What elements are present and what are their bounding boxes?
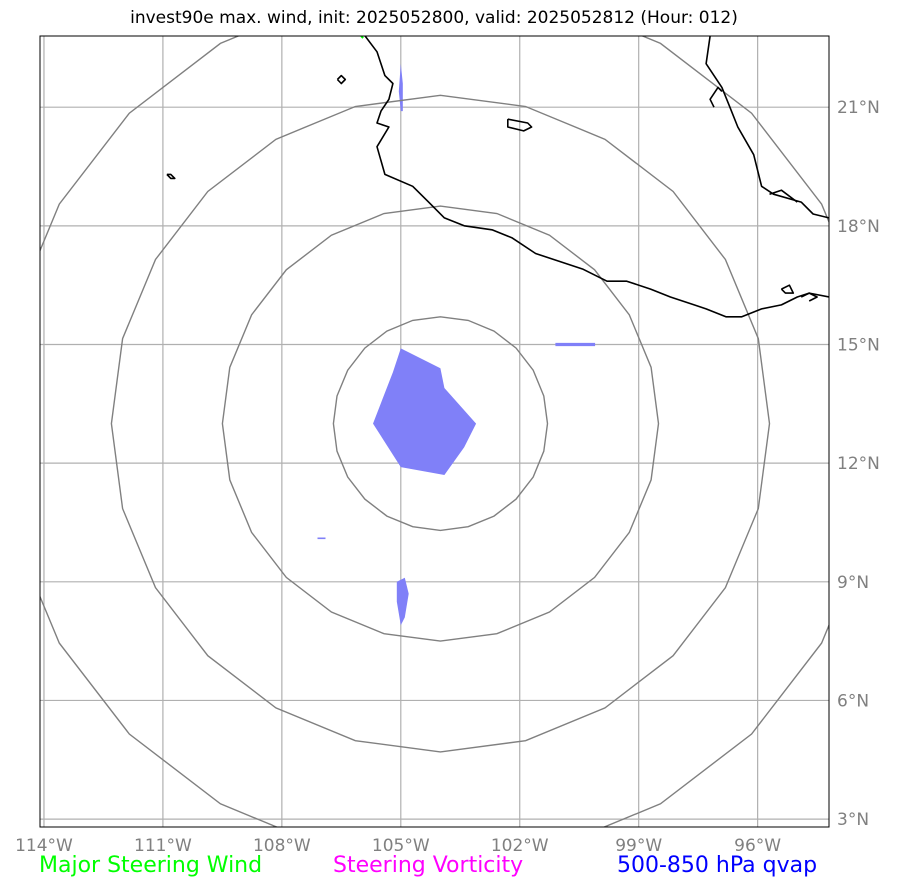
coastline xyxy=(506,118,533,132)
qvap-region xyxy=(373,348,477,475)
qvap-region xyxy=(555,342,596,347)
legend-qvap: 500-850 hPa qvap xyxy=(617,853,818,878)
coastline xyxy=(705,36,829,219)
coastline xyxy=(336,74,347,85)
lon-tick-label: 105°W xyxy=(372,836,430,856)
coastline xyxy=(800,292,818,302)
range-rings xyxy=(40,36,829,827)
plot-title: invest90e max. wind, init: 2025052800, v… xyxy=(130,8,738,28)
coastline xyxy=(166,173,176,180)
coastlines xyxy=(166,36,829,318)
qvap-region xyxy=(398,63,403,112)
legend-major-steering-wind: Major Steering Wind xyxy=(39,853,263,878)
qvap-field xyxy=(317,63,596,626)
coastline xyxy=(780,284,795,294)
lon-tick-label: 96°W xyxy=(734,836,781,856)
lon-tick-label: 108°W xyxy=(253,836,311,856)
lat-tick-label: 3°N xyxy=(837,810,869,830)
lon-tick-label: 102°W xyxy=(491,836,549,856)
coastline xyxy=(769,189,798,203)
gridlines xyxy=(40,36,829,827)
qvap-region xyxy=(317,537,326,540)
lat-tick-label: 9°N xyxy=(837,573,869,593)
latitude-labels: 3°N 6°N 9°N 12°N 15°N 18°N 21°N xyxy=(837,98,880,830)
lon-tick-label: 99°W xyxy=(615,836,662,856)
lat-tick-label: 18°N xyxy=(837,217,880,237)
range-ring xyxy=(40,36,829,827)
coastline xyxy=(364,36,829,318)
qvap-region xyxy=(396,577,409,626)
longitude-labels: 114°W 111°W 108°W 105°W 102°W 99°W 96°W xyxy=(15,836,781,856)
range-ring xyxy=(110,94,771,753)
lat-tick-label: 12°N xyxy=(837,454,880,474)
range-ring xyxy=(221,205,660,642)
lat-tick-label: 6°N xyxy=(837,691,869,711)
legend-steering-vorticity: Steering Vorticity xyxy=(333,853,524,878)
coastline xyxy=(709,86,723,108)
range-ring xyxy=(332,316,549,532)
map-frame xyxy=(39,35,830,828)
lon-tick-label: 114°W xyxy=(15,836,73,856)
lon-tick-label: 111°W xyxy=(134,836,192,856)
lat-tick-label: 15°N xyxy=(837,335,880,355)
lat-tick-label: 21°N xyxy=(837,98,880,118)
